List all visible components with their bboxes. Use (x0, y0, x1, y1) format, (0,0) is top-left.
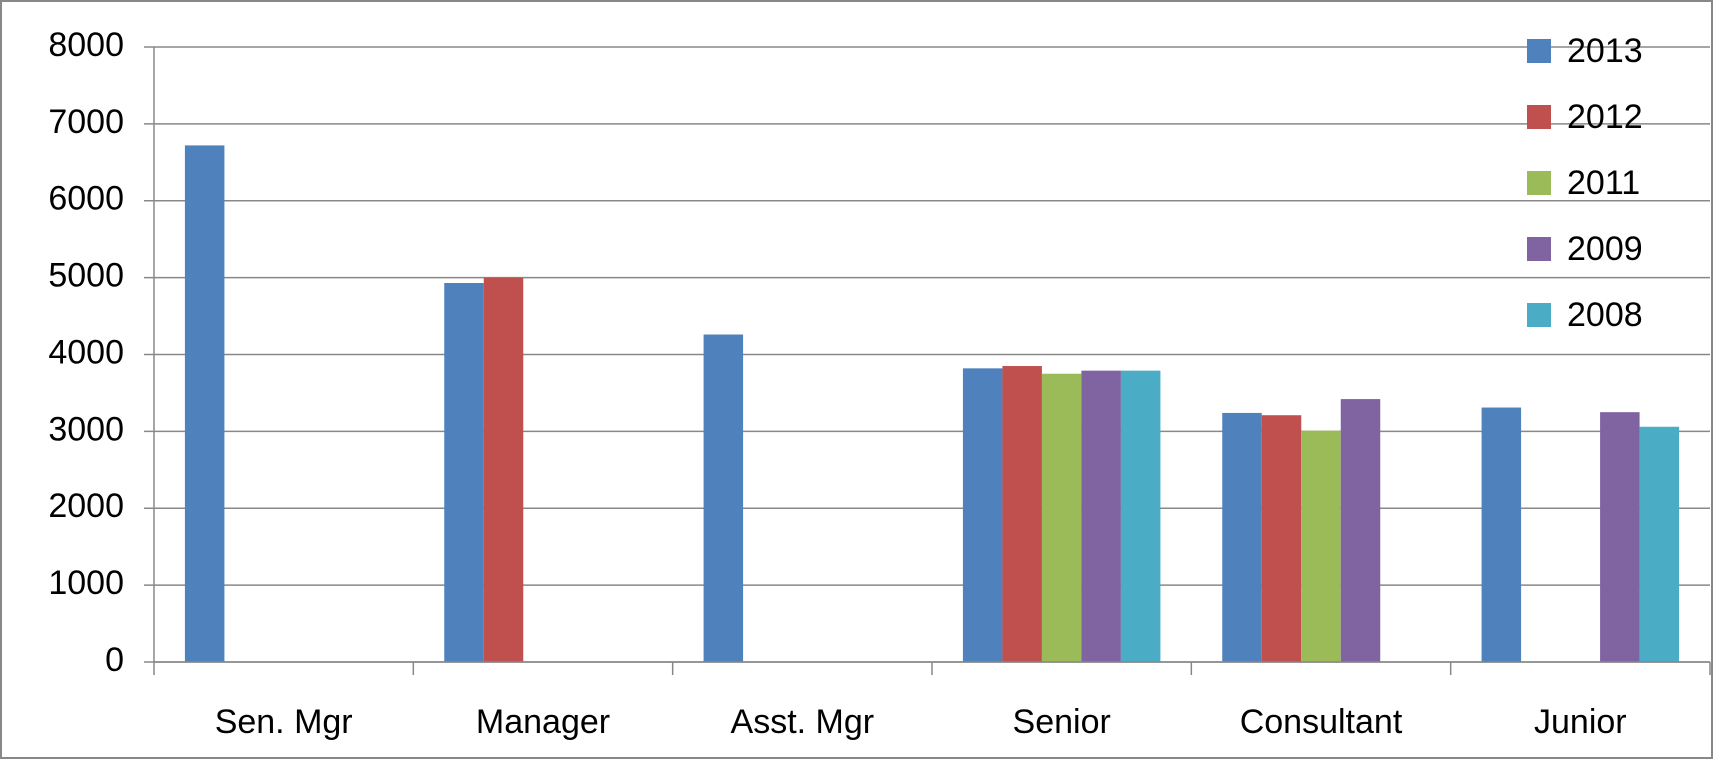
legend-swatch (1527, 171, 1551, 195)
bar (1002, 366, 1042, 662)
x-tick-label: Consultant (1240, 703, 1403, 741)
x-tick-label: Junior (1534, 703, 1627, 741)
bar (444, 283, 484, 662)
legend-swatch (1527, 237, 1551, 261)
legend-swatch (1527, 105, 1551, 129)
legend-swatch (1527, 303, 1551, 327)
legend-label: 2013 (1567, 32, 1643, 70)
bar (1261, 415, 1302, 662)
y-tick-label: 0 (105, 641, 124, 679)
y-tick-label: 2000 (48, 487, 124, 525)
x-tick-label: Manager (476, 703, 610, 741)
legend-label: 2009 (1567, 230, 1643, 268)
legend-label: 2012 (1567, 98, 1643, 136)
bar (1481, 407, 1522, 662)
bar (1120, 370, 1161, 662)
bar (1081, 370, 1121, 662)
x-tick-label: Asst. Mgr (731, 703, 875, 741)
bar (1041, 373, 1082, 662)
bar (703, 334, 744, 662)
bar (1639, 426, 1680, 662)
legend-label: 2011 (1567, 164, 1640, 202)
y-tick-label: 4000 (48, 333, 124, 371)
y-tick-label: 7000 (48, 103, 124, 141)
x-tick-label: Senior (1013, 703, 1111, 741)
y-tick-label: 8000 (48, 26, 124, 64)
legend-label: 2008 (1567, 296, 1643, 334)
x-tick-label: Sen. Mgr (215, 703, 353, 741)
bar (1340, 399, 1381, 662)
bar (483, 277, 524, 662)
y-tick-label: 6000 (48, 180, 124, 218)
legend-swatch (1527, 39, 1551, 63)
bar (1222, 412, 1262, 662)
bar (1600, 412, 1640, 662)
y-tick-label: 3000 (48, 410, 124, 448)
bar (1301, 430, 1341, 662)
y-tick-label: 5000 (48, 257, 124, 295)
bar (962, 368, 1003, 662)
y-tick-label: 1000 (48, 564, 124, 602)
bar (184, 145, 225, 662)
